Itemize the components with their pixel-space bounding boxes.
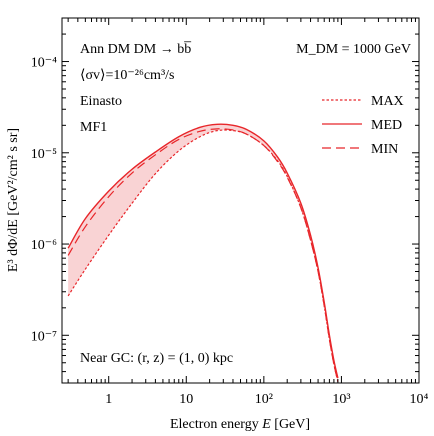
annotation-magnetic-field: MF1 — [80, 120, 107, 135]
legend-label-min: MIN — [371, 142, 398, 157]
plot-frame — [61, 17, 420, 384]
annotation-mass: M_DM = 1000 GeV — [296, 42, 411, 57]
series-layer — [67, 123, 339, 382]
y-tick-label: 10⁻⁶ — [31, 238, 57, 253]
y-tick-label: 10⁻⁵ — [31, 147, 57, 162]
tick-layer: 1 10 10² 10³ 10⁴ 10⁻⁷ 10⁻⁶ 10⁻⁵ 10⁻⁴ — [31, 18, 429, 407]
series-line-min — [67, 128, 339, 382]
x-tick-label: 10² — [255, 392, 273, 407]
x-tick-label: 1 — [105, 392, 112, 407]
y-axis-label: E³ dΦ/dE [GeV²/cm² s sr] — [6, 128, 21, 272]
legend-label-med: MED — [371, 118, 402, 133]
x-tick-label: 10⁴ — [410, 392, 429, 407]
annotation-cross-section: ⟨σv⟩=10⁻²⁶cm³/s — [80, 68, 174, 83]
annotation-location: Near GC: (r, z) = (1, 0) kpc — [80, 351, 233, 366]
annotation-channel: Ann DM DM → bb̅ — [80, 41, 192, 57]
legend-label-max: MAX — [371, 94, 404, 109]
legend: MAX MED MIN — [322, 94, 404, 157]
uncertainty-band — [68, 124, 338, 382]
x-axis-label: Electron energy E [GeV] — [170, 417, 310, 432]
x-tick-label: 10 — [179, 392, 193, 407]
y-tick-label: 10⁻⁷ — [31, 329, 57, 344]
annotation-profile: Einasto — [80, 94, 122, 109]
x-tick-label: 10³ — [332, 392, 350, 407]
band-max-med — [68, 124, 338, 382]
y-tick-label: 10⁻⁴ — [31, 56, 57, 71]
